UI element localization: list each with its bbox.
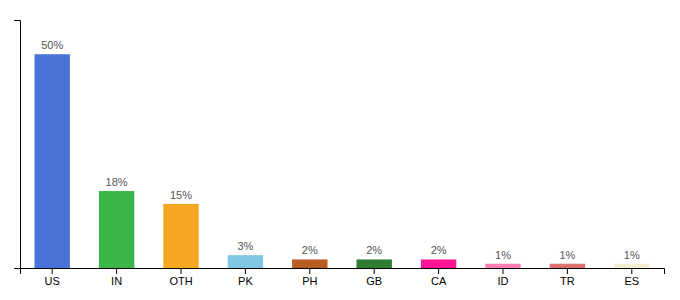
data-label: 2%	[431, 244, 447, 256]
bar	[292, 259, 327, 268]
data-label: 3%	[237, 240, 253, 252]
data-label: 2%	[366, 244, 382, 256]
chart: 50% 18% 15% 3% 2% 2% 2% 1% 1% 1% US IN OTH PK PH GB CA ID…	[0, 0, 680, 300]
x-tick-mark	[438, 268, 439, 274]
x-tick-label: CA	[431, 275, 447, 287]
bar	[228, 255, 263, 268]
data-label: 15%	[170, 189, 192, 201]
x-tick-mark	[567, 268, 568, 274]
bar	[34, 54, 69, 268]
bar	[614, 264, 649, 268]
plot: 50% 18% 15% 3% 2% 2% 2% 1% 1% 1% US IN OTH PK PH GB CA ID…	[14, 21, 665, 287]
x-tick: IN	[111, 268, 122, 287]
x-tick-mark	[374, 268, 375, 274]
x-tick-label: PK	[238, 275, 253, 287]
x-tick-mark	[181, 268, 182, 274]
x-tick-label: OTH	[169, 275, 192, 287]
data-label: 1%	[495, 249, 511, 261]
x-tick: CA	[431, 268, 447, 287]
x-axis-line	[21, 269, 665, 275]
x-tick-label: GB	[366, 275, 382, 287]
data-label: 1%	[559, 249, 575, 261]
bar	[163, 204, 198, 268]
y-axis	[14, 21, 21, 269]
data-label: 2%	[302, 244, 318, 256]
data-labels: 50% 18% 15% 3% 2% 2% 2% 1% 1% 1%	[41, 39, 640, 261]
x-tick: US	[45, 268, 60, 287]
x-tick: OTH	[169, 268, 192, 287]
x-tick: ID	[498, 268, 509, 287]
bar	[99, 191, 134, 268]
x-tick-mark	[309, 268, 310, 274]
y-axis-line	[14, 21, 21, 269]
x-axis: US IN OTH PK PH GB CA ID TR ES	[21, 268, 665, 287]
bar	[485, 264, 520, 268]
data-label: 1%	[624, 249, 640, 261]
x-tick-mark	[245, 268, 246, 274]
bars	[34, 54, 649, 268]
x-tick-mark	[631, 268, 632, 274]
x-tick-label: ES	[624, 275, 639, 287]
data-label: 50%	[41, 39, 63, 51]
bar	[421, 259, 456, 268]
x-tick: PK	[238, 268, 253, 287]
bar	[550, 264, 585, 268]
x-tick: PH	[302, 268, 317, 287]
data-label: 18%	[106, 176, 128, 188]
x-tick-mark	[52, 268, 53, 274]
bar	[356, 259, 391, 268]
x-tick-label: US	[45, 275, 60, 287]
x-tick-mark	[503, 268, 504, 274]
x-tick-label: PH	[302, 275, 317, 287]
x-tick-label: TR	[560, 275, 575, 287]
x-tick: TR	[560, 268, 575, 287]
x-tick-mark	[116, 268, 117, 274]
x-tick: ES	[624, 268, 639, 287]
x-tick-label: IN	[111, 275, 122, 287]
x-tick: GB	[366, 268, 382, 287]
x-tick-label: ID	[498, 275, 509, 287]
